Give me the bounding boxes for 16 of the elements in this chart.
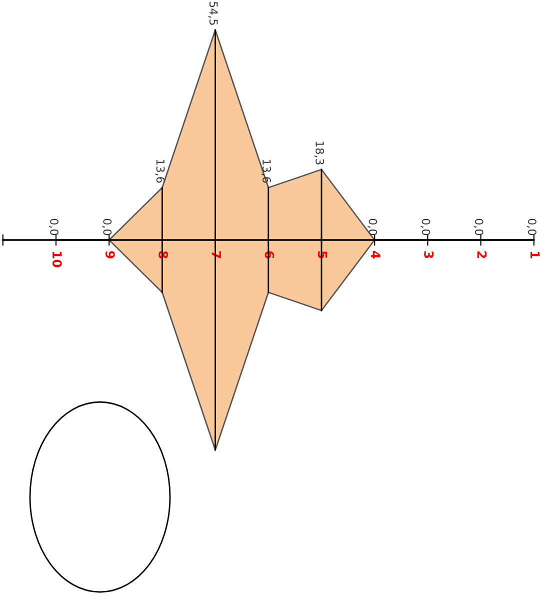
data-label: 0,0 [102,218,112,236]
data-label: 0,0 [368,218,378,236]
x-tick-label: 3 [424,251,434,258]
x-tick-label: 9 [105,251,115,258]
data-label: 0,0 [526,218,536,236]
data-label: 13,6 [155,160,165,183]
data-label: 0,0 [420,218,430,236]
x-tick-label: 2 [477,251,487,258]
x-tick-label: 4 [371,250,380,259]
x-tick-label: 10 [52,252,62,268]
data-label: 0,0 [474,218,484,236]
data-label: 13,6 [261,160,271,183]
x-tick-label: 1 [530,252,540,258]
data-label: 0,0 [48,218,59,236]
data-label: 54,5 [208,2,218,25]
data-label: 18,3 [314,142,324,164]
